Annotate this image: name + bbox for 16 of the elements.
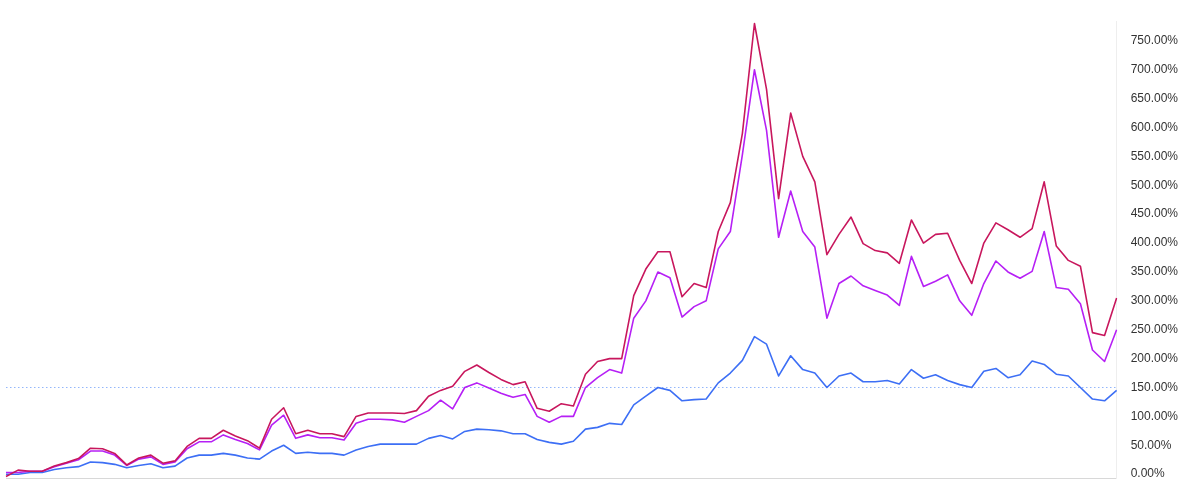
y-tick-label: 700.00%	[1130, 62, 1179, 77]
y-tick-label: 500.00%	[1130, 177, 1179, 192]
y-tick-label: 300.00%	[1130, 293, 1179, 308]
y-tick-label: 350.00%	[1130, 264, 1179, 279]
y-tick-label: 250.00%	[1130, 322, 1179, 337]
y-tick-label: 650.00%	[1130, 90, 1179, 105]
y-tick-label: 400.00%	[1130, 235, 1179, 250]
y-tick-label: 200.00%	[1130, 350, 1179, 365]
y-tick-label: 750.00%	[1130, 33, 1179, 48]
y-tick-label: 550.00%	[1130, 148, 1179, 163]
y-tick-label: 450.00%	[1130, 206, 1179, 221]
y-tick-label: 150.00%	[1130, 379, 1179, 394]
y-tick-label: 50.00%	[1130, 437, 1172, 452]
y-tick-label: 100.00%	[1130, 408, 1179, 423]
y-tick-label: 600.00%	[1130, 119, 1179, 134]
y-tick-label: 0.00%	[1130, 466, 1165, 481]
